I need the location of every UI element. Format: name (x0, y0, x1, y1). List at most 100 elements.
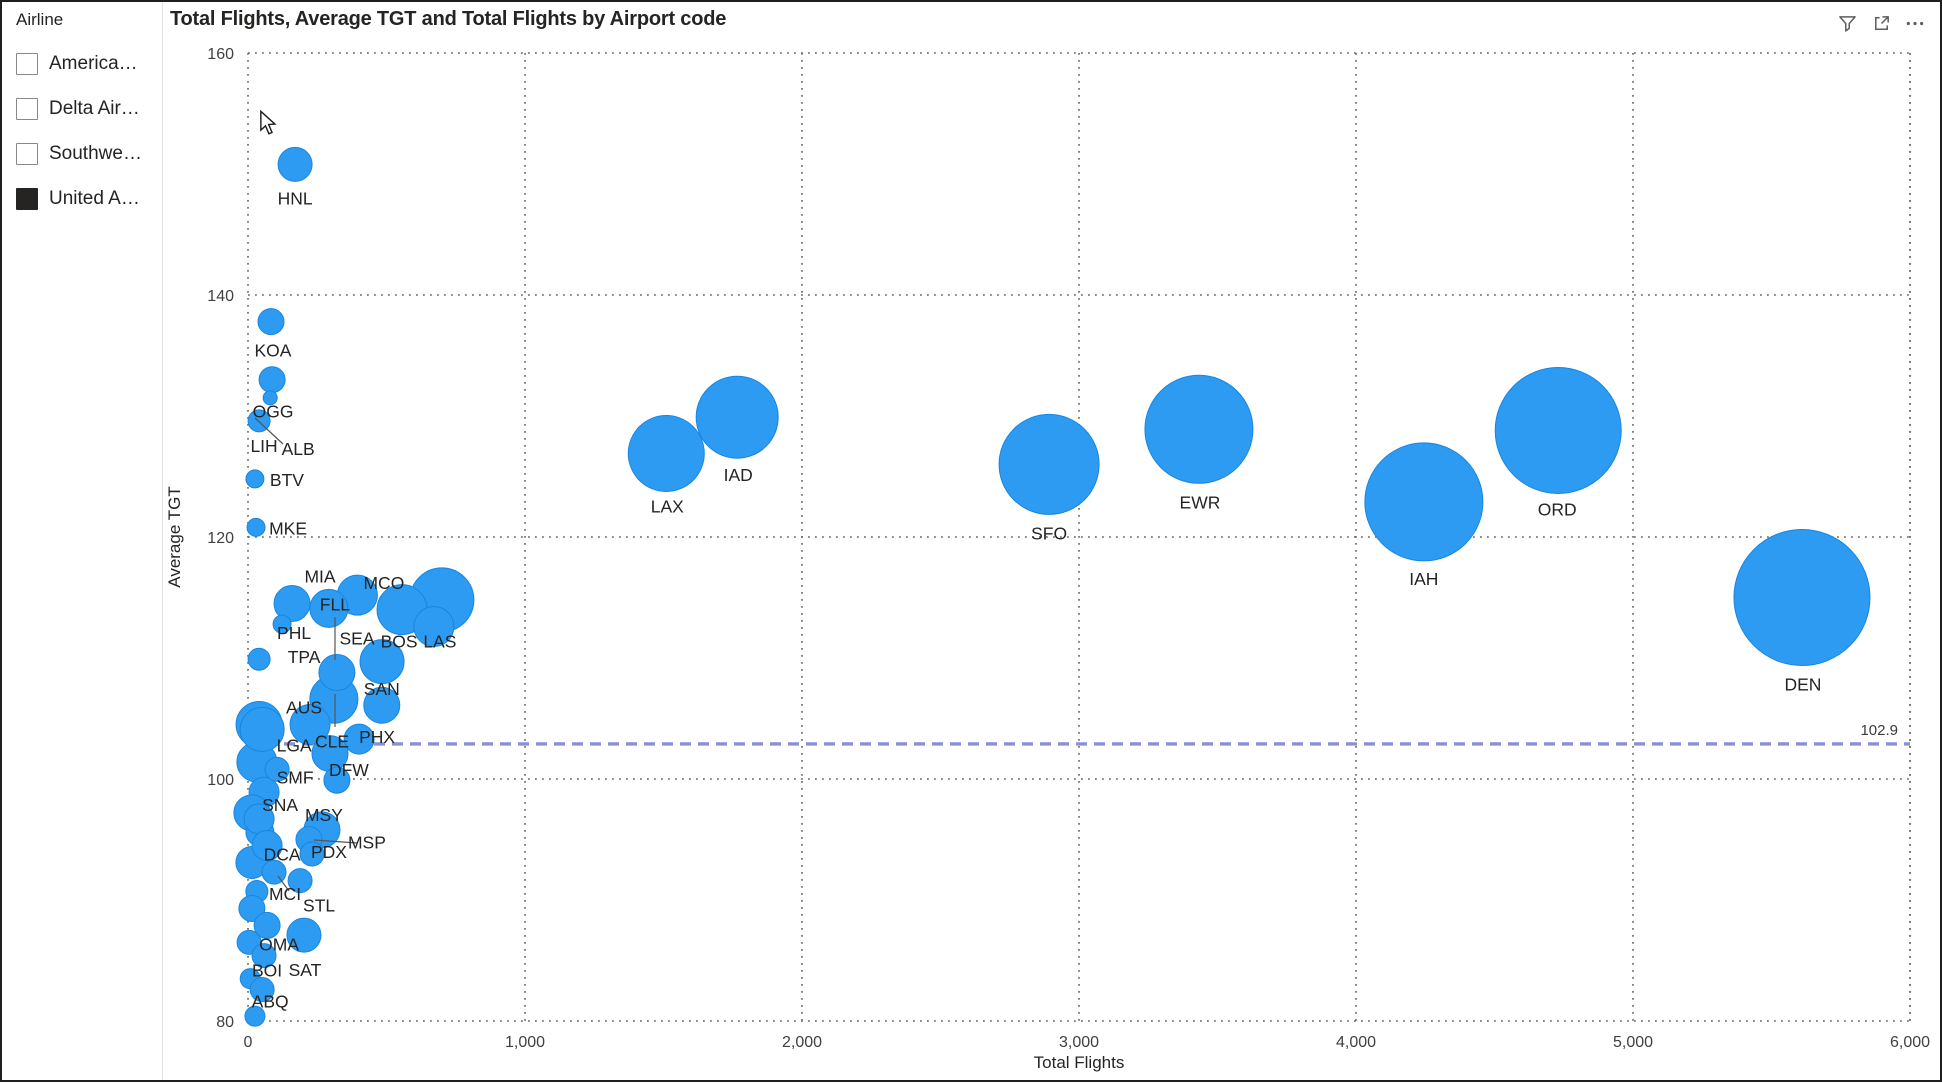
checkbox-icon[interactable] (16, 53, 38, 75)
x-tick-label: 0 (244, 1034, 253, 1051)
x-tick-label: 4,000 (1336, 1034, 1376, 1051)
bubble[interactable] (318, 654, 356, 692)
checkbox-icon[interactable] (16, 188, 38, 210)
bubble-label-OMA: OMA (259, 934, 299, 954)
bubble-label-IAH: IAH (1409, 569, 1438, 589)
bubble-EWR[interactable] (1144, 374, 1254, 484)
x-axis-title: Total Flights (1034, 1053, 1125, 1072)
y-tick-label: 140 (207, 288, 234, 305)
bubble-BTV[interactable] (245, 469, 265, 489)
bubble-SFO[interactable] (998, 413, 1100, 515)
bubble-HNL[interactable] (277, 146, 313, 182)
airline-slicer: Airline America… Delta Air… Southwe… Uni… (2, 2, 162, 1080)
bubble-AUS[interactable] (289, 704, 331, 746)
bubble-SAN[interactable] (363, 686, 401, 724)
bubble-LAS[interactable] (413, 606, 455, 648)
bubble-label-ORD: ORD (1538, 500, 1577, 520)
bubble-label-PHX: PHX (359, 727, 395, 747)
bubble-label-MSY: MSY (305, 805, 343, 825)
average-line-label: 102.9 (1860, 722, 1898, 739)
bubble-label-SNA: SNA (262, 795, 298, 815)
y-tick-label: 80 (216, 1014, 234, 1031)
focus-mode-icon[interactable] (1870, 12, 1892, 34)
bubble-ABQ[interactable] (249, 977, 275, 1003)
y-axis-title: Average TGT (165, 486, 184, 587)
bubble-label-BOI: BOI (252, 961, 282, 981)
bubble-label-PDX: PDX (311, 842, 347, 862)
bubble-OMA[interactable] (253, 911, 281, 939)
bubble-TPA[interactable] (247, 647, 271, 671)
slicer-item-southwest[interactable]: Southwe… (16, 140, 142, 168)
bubble-label-SFO: SFO (1031, 523, 1067, 543)
bubble-label-MCI: MCI (269, 884, 301, 904)
bubble-label-SAN: SAN (364, 679, 400, 699)
bubble-label-DEN: DEN (1784, 675, 1821, 695)
more-options-icon[interactable] (1904, 12, 1926, 34)
bubble[interactable] (238, 894, 266, 922)
mouse-cursor (257, 109, 279, 141)
bubble-MKE[interactable] (246, 517, 266, 537)
bubble-label-MKE: MKE (269, 518, 307, 538)
bubble-label-KOA: KOA (255, 341, 292, 361)
bubble-SMF[interactable] (264, 756, 290, 782)
bubble-label-STL: STL (303, 896, 335, 916)
filter-icon[interactable] (1836, 12, 1858, 34)
x-tick-label: 1,000 (505, 1034, 545, 1051)
slicer-item-united[interactable]: United A… (16, 185, 140, 213)
bubble-FLL[interactable] (309, 588, 349, 628)
bubble-DCA[interactable] (251, 830, 283, 862)
bubble-ORD[interactable] (1494, 367, 1622, 495)
bubble-label-SEA: SEA (339, 629, 374, 649)
bubble-SAT[interactable] (286, 917, 322, 953)
bubble-label-AUS: AUS (286, 698, 322, 718)
y-tick-label: 160 (207, 46, 234, 63)
bubble-PDX[interactable] (299, 841, 325, 867)
bubble-label-BTV: BTV (270, 470, 304, 490)
slicer-item-label: United A… (49, 188, 140, 209)
bubble-PHL[interactable] (272, 614, 292, 634)
x-tick-label: 6,000 (1890, 1034, 1930, 1051)
bubble-label-ALB: ALB (282, 439, 315, 459)
bubble-BOI[interactable] (251, 943, 277, 969)
bubble-KOA[interactable] (257, 308, 285, 336)
bubble-label-SAT: SAT (289, 960, 322, 980)
bubble-label-TPA: TPA (288, 647, 321, 667)
bubble-label-PHL: PHL (277, 623, 311, 643)
bubble-label-OGG: OGG (253, 402, 294, 422)
bubble-STL[interactable] (287, 868, 313, 894)
bubble-label-BOS: BOS (381, 632, 418, 652)
bubble-label-EWR: EWR (1180, 492, 1221, 512)
bubble-DEN[interactable] (1733, 529, 1871, 666)
bubble-label-IAD: IAD (724, 465, 753, 485)
x-tick-label: 5,000 (1613, 1034, 1653, 1051)
label-leader-line (254, 417, 284, 445)
y-tick-label: 100 (207, 772, 234, 789)
slicer-item-label: Delta Air… (49, 98, 140, 119)
bubble-LAX[interactable] (627, 415, 705, 493)
checkbox-icon[interactable] (16, 98, 38, 120)
x-tick-label: 2,000 (782, 1034, 822, 1051)
bubble-IAD[interactable] (695, 375, 779, 459)
bubble[interactable] (244, 1005, 266, 1027)
bubble-label-LIH: LIH (250, 436, 277, 456)
bubble-OGG[interactable] (258, 366, 286, 394)
bubble-LGA[interactable] (239, 706, 285, 752)
bubble-IAH[interactable] (1364, 442, 1484, 562)
bubble-ALB[interactable] (262, 390, 278, 406)
slicer-item-american[interactable]: America… (16, 50, 138, 78)
bubble-label-LAS: LAS (423, 632, 456, 652)
slicer-item-delta[interactable]: Delta Air… (16, 95, 140, 123)
visual-toolbar (1836, 12, 1926, 34)
slicer-item-label: America… (49, 53, 138, 74)
bubble-PHX[interactable] (343, 723, 375, 755)
y-tick-label: 120 (207, 530, 234, 547)
x-tick-label: 3,000 (1059, 1034, 1099, 1051)
bubble-BOS[interactable] (359, 639, 405, 685)
chart-title: Total Flights, Average TGT and Total Fli… (170, 8, 727, 30)
bubble-DFW[interactable] (323, 766, 351, 794)
checkbox-icon[interactable] (16, 143, 38, 165)
bubble-label-MCO: MCO (363, 573, 404, 593)
bubble-label-LAX: LAX (651, 497, 684, 517)
bubble-label-FLL: FLL (320, 594, 350, 614)
